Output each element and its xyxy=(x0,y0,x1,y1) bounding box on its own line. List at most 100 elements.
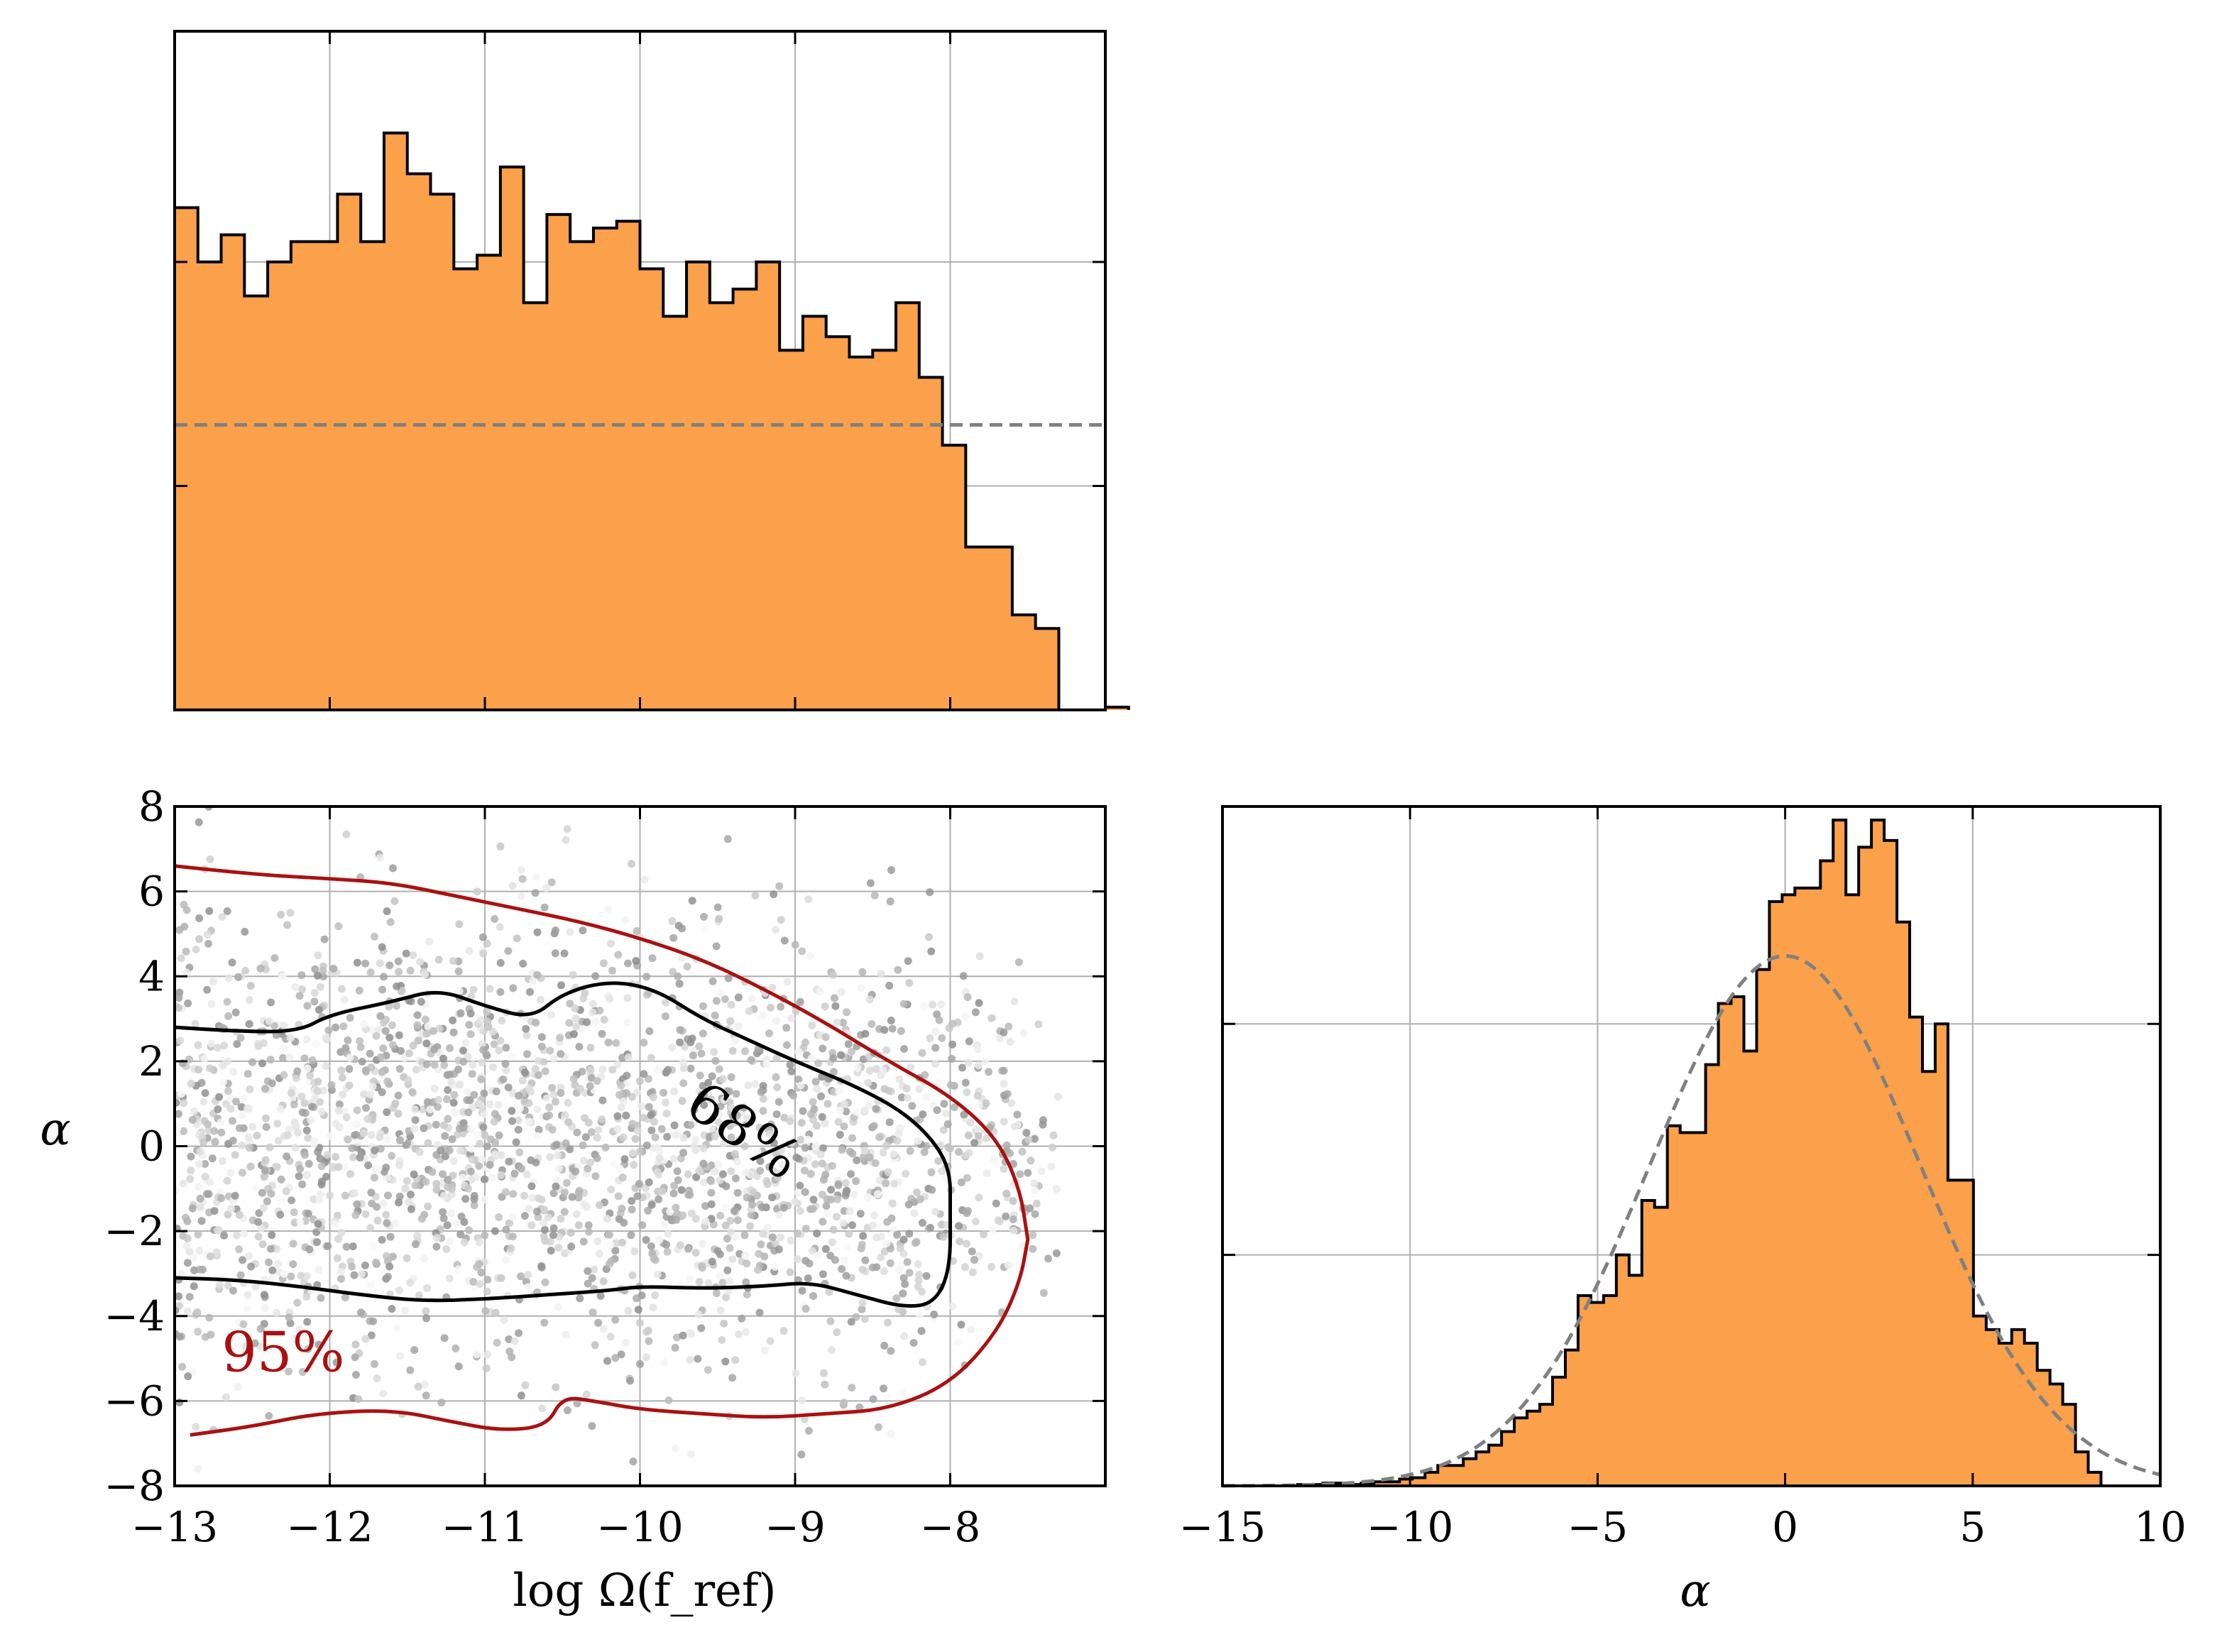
scatter-point xyxy=(388,1152,396,1160)
br-bar xyxy=(1769,901,1783,1486)
scatter-point xyxy=(294,1128,302,1137)
scatter-point xyxy=(486,1100,494,1108)
scatter-point xyxy=(396,1352,405,1360)
scatter-point xyxy=(900,1045,908,1053)
scatter-point xyxy=(599,959,608,968)
scatter-point xyxy=(1049,1131,1058,1139)
bl-ytick-label-4: 0 xyxy=(138,1122,165,1171)
scatter-point xyxy=(468,1155,476,1164)
scatter-point xyxy=(933,1106,941,1115)
scatter-point xyxy=(546,1046,554,1055)
scatter-point xyxy=(422,1060,431,1068)
scatter-point xyxy=(840,1399,848,1407)
scatter-point xyxy=(432,1234,441,1242)
scatter-point xyxy=(495,1213,503,1222)
br-bar xyxy=(1998,1343,2013,1486)
scatter-point xyxy=(218,1156,226,1165)
scatter-point xyxy=(879,1149,887,1157)
scatter-point xyxy=(310,1195,318,1203)
scatter-point xyxy=(378,1235,386,1244)
scatter-point xyxy=(416,958,425,966)
scatter-point xyxy=(604,1039,613,1046)
tl-bar xyxy=(779,350,804,710)
scatter-point xyxy=(536,995,545,1004)
scatter-point xyxy=(473,887,481,896)
scatter-point xyxy=(694,1355,702,1363)
scatter-point xyxy=(349,1242,357,1251)
scatter-point xyxy=(490,1040,498,1049)
scatter-point xyxy=(726,1244,734,1252)
scatter-point xyxy=(366,1281,375,1289)
scatter-point xyxy=(258,1059,266,1068)
scatter-point xyxy=(520,1212,529,1220)
scatter-point xyxy=(771,926,779,934)
scatter-point xyxy=(792,1153,801,1161)
scatter-point xyxy=(265,1258,273,1267)
scatter-point xyxy=(1030,1134,1039,1143)
scatter-point xyxy=(919,1110,927,1119)
scatter-point xyxy=(884,1318,892,1327)
scatter-point xyxy=(207,1000,216,1008)
scatter-point xyxy=(606,1333,615,1341)
scatter-point xyxy=(206,855,214,863)
scatter-point xyxy=(1009,1226,1018,1235)
scatter-point xyxy=(224,1087,232,1095)
scatter-point xyxy=(727,1167,735,1176)
scatter-point xyxy=(771,1240,779,1248)
scatter-point xyxy=(357,1270,366,1279)
scatter-point xyxy=(380,1168,388,1176)
scatter-point xyxy=(706,1132,714,1141)
scatter-point xyxy=(580,1156,588,1165)
scatter-point xyxy=(628,1205,636,1214)
scatter-point xyxy=(655,1195,663,1203)
scatter-point xyxy=(334,922,343,931)
scatter-point xyxy=(460,1238,469,1247)
scatter-point xyxy=(508,1107,516,1115)
scatter-point xyxy=(395,1192,404,1200)
scatter-point xyxy=(252,1183,261,1192)
scatter-point xyxy=(712,997,721,1005)
scatter-point xyxy=(696,1071,704,1080)
scatter-point xyxy=(571,1014,580,1023)
scatter-point xyxy=(475,1161,483,1170)
scatter-point xyxy=(679,1149,688,1157)
scatter-point xyxy=(957,1178,965,1186)
scatter-point xyxy=(632,957,640,965)
scatter-point xyxy=(723,1267,732,1274)
scatter-point xyxy=(563,825,571,833)
scatter-point xyxy=(872,1105,880,1113)
scatter-point xyxy=(895,1075,904,1083)
scatter-point xyxy=(828,1346,836,1355)
scatter-point xyxy=(875,1133,884,1142)
scatter-point xyxy=(351,1211,360,1220)
scatter-point xyxy=(483,1276,492,1284)
scatter-point xyxy=(800,1166,809,1175)
scatter-point xyxy=(666,1208,674,1216)
scatter-point xyxy=(222,1100,231,1108)
scatter-point xyxy=(567,1228,575,1237)
scatter-point xyxy=(775,882,784,890)
scatter-point xyxy=(551,926,559,934)
scatter-point xyxy=(507,1244,515,1252)
scatter-point xyxy=(342,1242,351,1251)
scatter-point xyxy=(782,1024,791,1032)
scatter-point xyxy=(936,1141,945,1149)
scatter-point xyxy=(775,1245,783,1254)
scatter-point xyxy=(786,1061,794,1069)
scatter-point xyxy=(939,1126,948,1134)
scatter-point xyxy=(842,1189,850,1197)
scatter-point xyxy=(669,934,678,942)
scatter-point xyxy=(466,1010,475,1018)
scatter-point xyxy=(726,1277,734,1286)
scatter-point xyxy=(732,1174,740,1183)
top-left-histogram xyxy=(173,30,1130,711)
scatter-point xyxy=(244,1291,252,1299)
scatter-point xyxy=(818,1112,826,1121)
scatter-point xyxy=(410,1346,419,1355)
scatter-point xyxy=(718,1279,727,1287)
scatter-point xyxy=(483,1350,492,1359)
scatter-point xyxy=(1052,1249,1061,1257)
scatter-point xyxy=(586,1044,595,1052)
scatter-point xyxy=(478,1059,486,1067)
scatter-point xyxy=(401,1184,410,1193)
